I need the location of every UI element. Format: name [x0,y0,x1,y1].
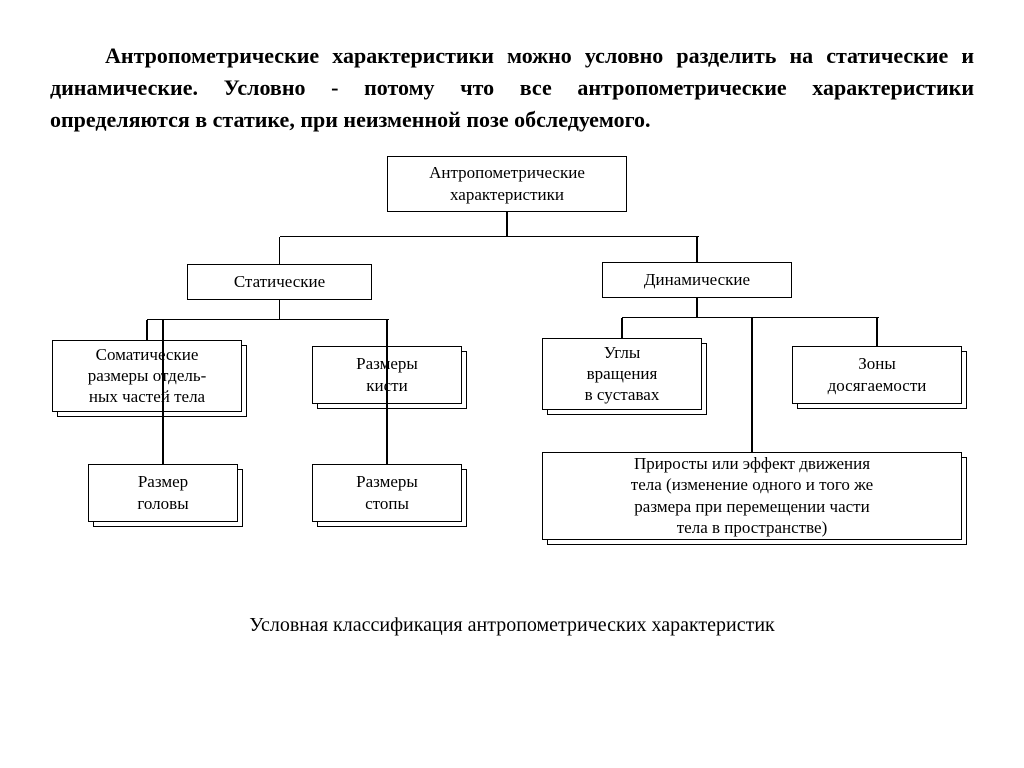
edge [279,237,281,264]
edge [386,320,388,464]
edge [147,319,389,321]
edge [146,320,148,340]
node-incr: Приросты или эффект движениятела (измене… [542,452,962,540]
caption: Условная классификация антропометрически… [40,614,984,637]
edge [162,320,164,464]
node-dynamic: Динамические [602,262,792,298]
intro-text: Антропометрические характеристики можно … [40,40,984,136]
node-root: Антропометрическиехарактеристики [387,156,627,212]
edge [506,212,508,237]
node-zones: Зоныдосягаемости [792,346,962,404]
node-soma: Соматическиеразмеры отдель-ных частей те… [52,340,242,412]
edge [622,317,879,319]
node-head: Размерголовы [88,464,238,522]
edge [696,237,698,262]
node-static: Статические [187,264,372,300]
edge [876,318,878,346]
edge [280,236,699,238]
edge [621,318,623,338]
edge [696,298,698,318]
edge [751,318,753,452]
edge [279,300,281,320]
tree-diagram: Антропометрическиехарактеристики Статичес… [42,156,982,596]
node-foot: Размерыстопы [312,464,462,522]
node-angles: Углывращенияв суставах [542,338,702,410]
